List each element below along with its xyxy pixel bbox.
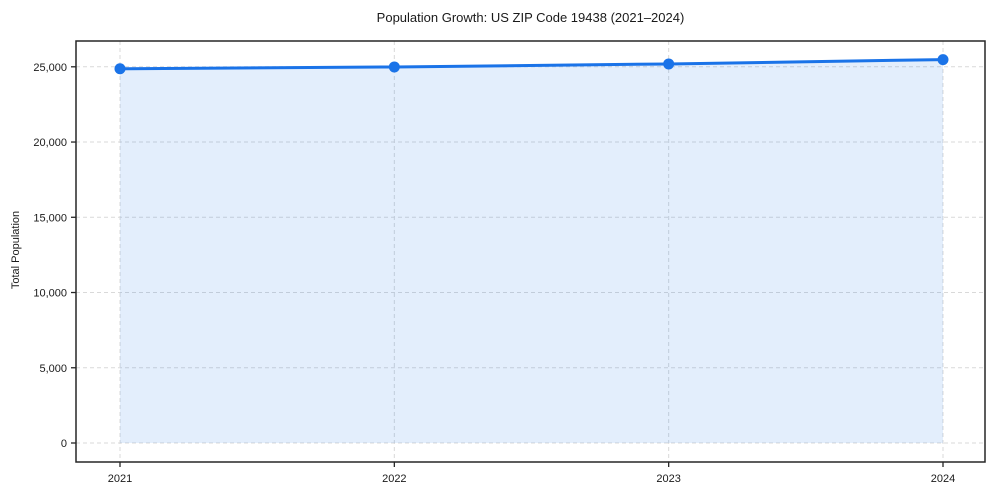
x-tick-label: 2024 <box>931 473 955 485</box>
x-tick-label: 2022 <box>382 473 406 485</box>
chart-title: Population Growth: US ZIP Code 19438 (20… <box>376 10 685 25</box>
y-tick-label: 25,000 <box>33 62 67 74</box>
x-tick-label: 2021 <box>108 473 132 485</box>
trend-line <box>118 58 945 71</box>
data-point-marker <box>114 63 126 75</box>
data-point-marker <box>937 54 949 66</box>
y-tick-label: 15,000 <box>33 212 67 224</box>
area-fill <box>120 59 943 443</box>
y-tick-label: 20,000 <box>33 137 67 149</box>
y-tick-label: 10,000 <box>33 288 67 300</box>
y-tick-label: 0 <box>61 438 67 450</box>
data-point-marker <box>388 61 400 73</box>
y-tick-label: 5,000 <box>39 363 67 375</box>
x-tick-label: 2023 <box>656 473 680 485</box>
plot-border <box>75 40 986 463</box>
data-point-marker <box>663 58 675 70</box>
